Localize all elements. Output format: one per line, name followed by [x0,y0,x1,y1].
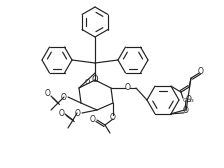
Text: O: O [92,74,98,83]
Text: O: O [61,93,67,101]
Text: O: O [84,79,90,85]
Text: O: O [110,114,116,122]
Text: O: O [186,95,192,104]
Text: O: O [198,67,204,76]
Text: O: O [59,109,65,117]
Text: O: O [75,109,81,117]
Text: O: O [90,116,96,124]
Text: O: O [125,83,131,93]
Text: O: O [45,90,51,98]
Text: CH₃: CH₃ [183,98,195,103]
Text: O: O [183,106,189,115]
